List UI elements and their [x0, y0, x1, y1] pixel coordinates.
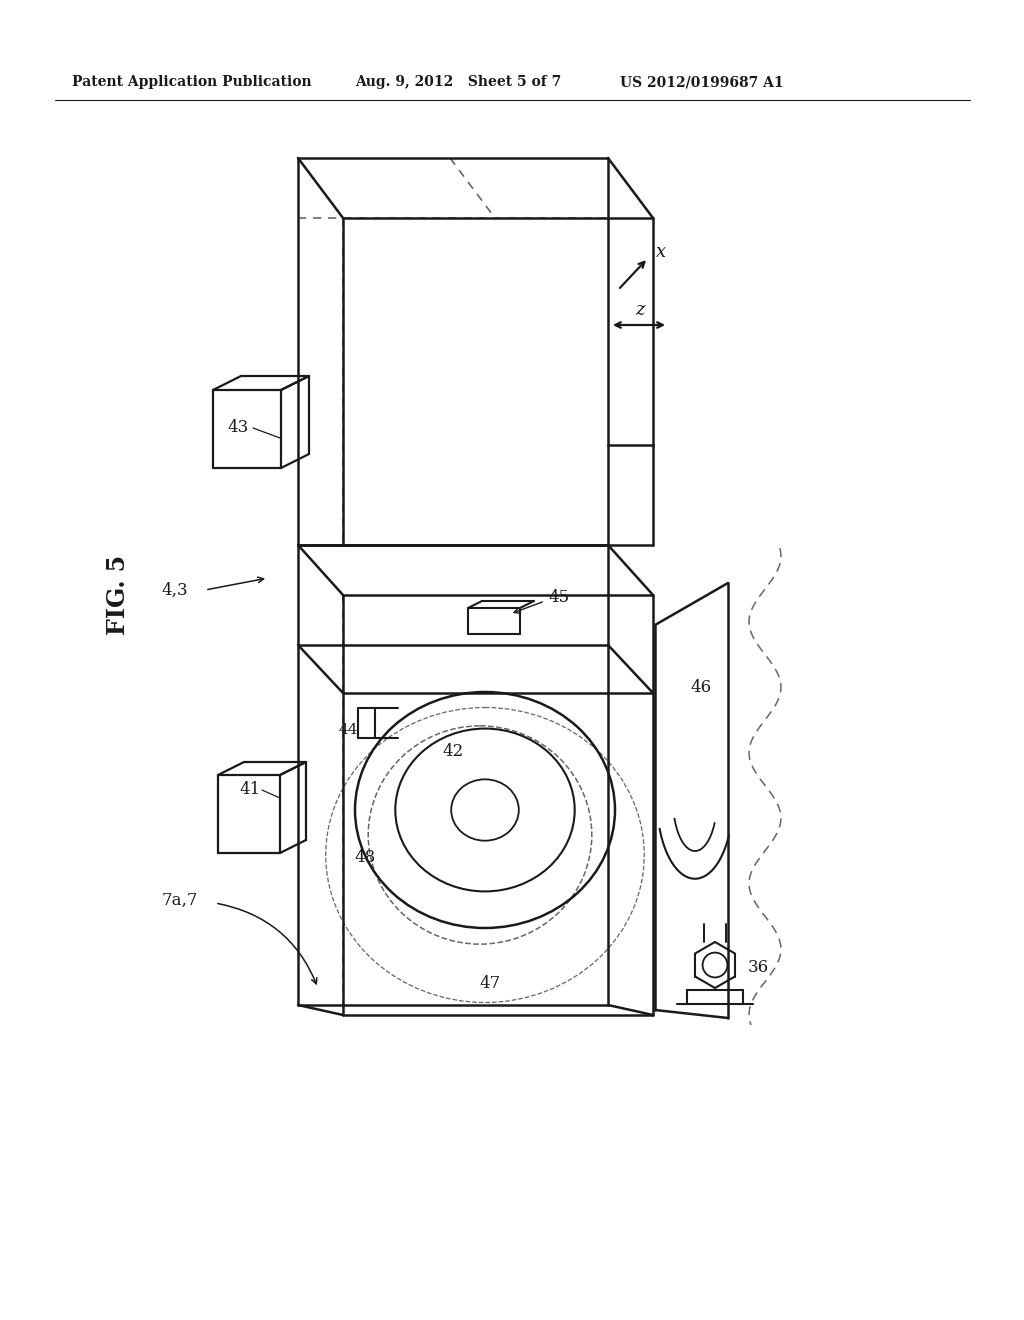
Text: 4,3: 4,3 — [162, 582, 188, 598]
Text: 42: 42 — [442, 743, 464, 760]
Text: 7a,7: 7a,7 — [162, 891, 198, 908]
Text: 43: 43 — [227, 420, 249, 437]
Text: 48: 48 — [354, 850, 376, 866]
Text: 46: 46 — [690, 680, 711, 697]
Text: 41: 41 — [240, 781, 261, 799]
Text: FIG. 5: FIG. 5 — [106, 554, 130, 635]
Text: Aug. 9, 2012   Sheet 5 of 7: Aug. 9, 2012 Sheet 5 of 7 — [355, 75, 561, 88]
Text: 45: 45 — [548, 590, 569, 606]
Text: 36: 36 — [748, 960, 769, 977]
Text: 47: 47 — [479, 975, 501, 993]
Text: z: z — [635, 301, 645, 319]
Text: Patent Application Publication: Patent Application Publication — [72, 75, 311, 88]
Text: 44: 44 — [339, 723, 358, 737]
Text: US 2012/0199687 A1: US 2012/0199687 A1 — [620, 75, 783, 88]
Text: x: x — [656, 243, 667, 261]
